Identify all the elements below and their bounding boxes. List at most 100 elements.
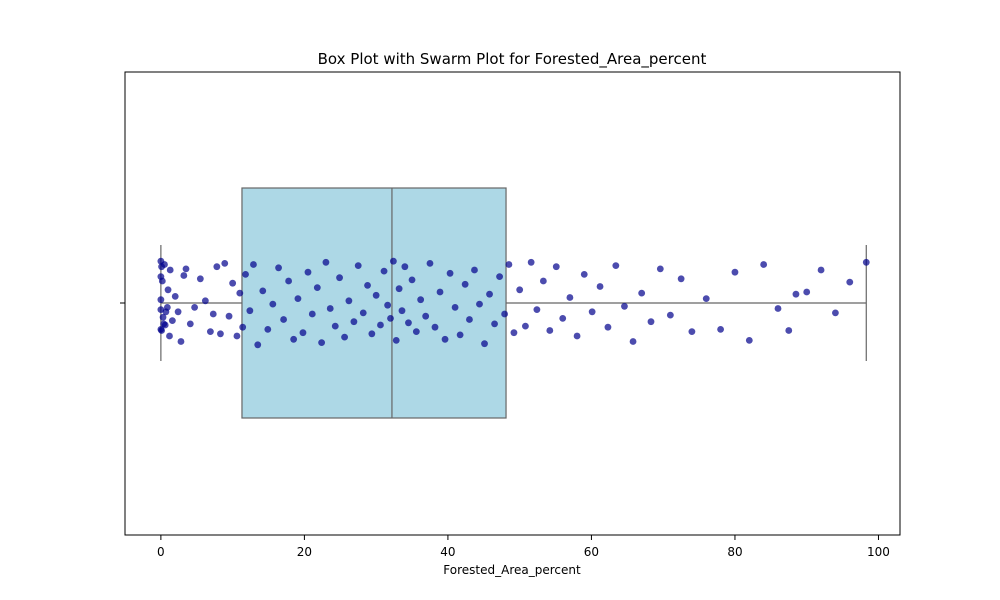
data-point <box>516 286 524 294</box>
data-point <box>158 327 165 334</box>
data-point <box>491 320 498 328</box>
data-point <box>350 318 358 326</box>
data-point <box>731 268 739 276</box>
data-point <box>451 304 459 311</box>
data-point <box>408 276 416 284</box>
swarm-points <box>157 257 870 349</box>
data-point <box>522 322 529 330</box>
data-point <box>774 305 782 312</box>
data-point <box>372 291 380 299</box>
data-point <box>677 275 685 283</box>
data-point <box>604 323 612 331</box>
data-point <box>159 313 167 321</box>
data-point <box>345 297 353 305</box>
x-tick-label: 0 <box>157 545 165 559</box>
data-point <box>229 279 237 287</box>
data-point <box>158 277 166 285</box>
iqr-box <box>241 187 507 419</box>
x-tick-label: 40 <box>440 545 455 559</box>
data-point <box>552 263 560 271</box>
data-point <box>417 296 425 304</box>
data-point <box>862 258 870 266</box>
data-point <box>405 319 412 327</box>
data-point <box>412 328 420 335</box>
data-point <box>233 332 241 340</box>
data-point <box>191 304 199 311</box>
data-point <box>533 306 541 313</box>
data-point <box>254 341 262 349</box>
data-point <box>580 271 588 278</box>
data-point <box>846 278 854 286</box>
data-point <box>201 297 209 305</box>
data-point <box>336 274 343 282</box>
x-tick-label: 20 <box>297 545 312 559</box>
data-point <box>259 287 267 295</box>
x-tick-label: 100 <box>867 545 890 559</box>
data-point <box>792 290 800 298</box>
data-point <box>246 307 254 315</box>
data-point <box>422 312 430 320</box>
data-point <box>461 280 469 288</box>
data-point <box>596 283 604 290</box>
data-point <box>505 261 513 268</box>
data-point <box>817 266 825 274</box>
data-point <box>250 261 257 268</box>
data-point <box>588 308 596 316</box>
data-point <box>431 323 439 331</box>
data-point <box>456 331 464 339</box>
data-point <box>466 316 473 323</box>
data-point <box>331 322 339 330</box>
plot-area <box>157 187 870 419</box>
data-point <box>221 260 229 267</box>
data-point <box>171 293 179 300</box>
data-point <box>656 265 664 273</box>
data-point <box>392 337 400 344</box>
data-point <box>612 262 620 269</box>
data-point <box>186 320 194 328</box>
data-point <box>174 308 182 316</box>
data-point <box>481 340 488 348</box>
data-point <box>803 288 811 296</box>
x-axis-label: Forested_Area_percent <box>443 563 581 577</box>
data-point <box>471 266 478 274</box>
data-point <box>702 295 710 302</box>
data-point <box>760 261 768 268</box>
data-point <box>166 266 174 274</box>
data-point <box>573 332 581 340</box>
data-point <box>177 338 185 345</box>
data-point <box>441 335 449 343</box>
data-point <box>304 268 312 276</box>
data-point <box>426 260 434 267</box>
data-point <box>629 338 637 345</box>
data-point <box>269 300 277 308</box>
data-point <box>638 289 646 297</box>
data-point <box>299 329 307 337</box>
data-point <box>436 288 444 296</box>
data-point <box>213 263 221 271</box>
data-point <box>166 332 173 340</box>
chart-title: Box Plot with Swarm Plot for Forested_Ar… <box>318 50 707 69</box>
data-point <box>527 258 535 266</box>
data-point <box>510 329 518 337</box>
data-point <box>559 315 567 322</box>
data-point <box>377 321 384 329</box>
data-point <box>476 300 483 308</box>
data-point <box>182 265 190 273</box>
data-point <box>401 263 409 271</box>
data-point <box>308 310 316 318</box>
data-point <box>395 285 403 293</box>
x-tick-label: 60 <box>584 545 599 559</box>
data-point <box>242 271 249 278</box>
data-point <box>164 286 172 294</box>
data-point <box>486 290 493 298</box>
data-point <box>539 277 547 285</box>
data-point <box>389 257 397 265</box>
data-point <box>318 339 326 346</box>
data-point <box>163 304 171 311</box>
data-point <box>398 307 406 315</box>
data-point <box>364 282 371 289</box>
data-point <box>326 305 334 312</box>
data-point <box>209 310 217 318</box>
data-point <box>368 330 376 338</box>
data-point <box>294 295 302 302</box>
